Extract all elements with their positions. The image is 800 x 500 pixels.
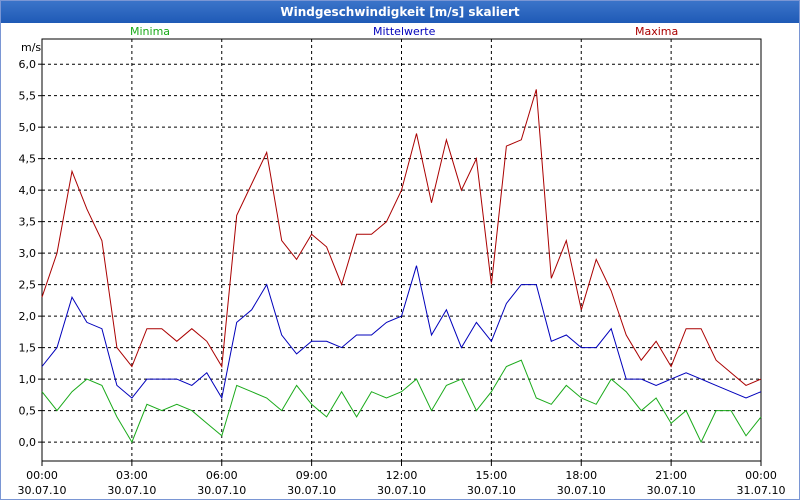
minima-series-line: [41, 359, 762, 444]
x-tick-label-date: 31.07.10: [737, 484, 786, 497]
x-tick-label-time: 21:00: [655, 469, 687, 482]
x-tick-label-date: 30.07.10: [107, 484, 156, 497]
x-tick-label-date: 30.07.10: [377, 484, 426, 497]
y-tick-label: 1,5: [19, 342, 37, 355]
y-tick-label: 4,0: [19, 184, 37, 197]
y-tick-label: 0,0: [19, 436, 37, 449]
legend-minima: Minima: [130, 25, 171, 38]
y-axis-label: m/s: [21, 41, 41, 54]
window-title: Windgeschwindigkeit [m/s] skaliert: [1, 1, 799, 23]
x-tick-label-date: 30.07.10: [467, 484, 516, 497]
x-tick-label-time: 03:00: [116, 469, 148, 482]
y-tick-label: 1,0: [19, 373, 37, 386]
x-tick-label-time: 00:00: [745, 469, 777, 482]
y-tick-label: 3,0: [19, 247, 37, 260]
y-tick-label: 4,5: [19, 153, 37, 166]
legend-mittelwerte: Mittelwerte: [373, 25, 436, 38]
x-tick-label-date: 30.07.10: [18, 484, 67, 497]
y-tick-label: 0,5: [19, 405, 37, 418]
y-tick-label: 5,0: [19, 121, 37, 134]
x-tick-label-time: 15:00: [476, 469, 508, 482]
x-tick-label-time: 09:00: [296, 469, 328, 482]
y-tick-label: 2,0: [19, 310, 37, 323]
y-tick-label: 5,5: [19, 90, 37, 103]
x-tick-label-time: 06:00: [206, 469, 238, 482]
x-tick-label-date: 30.07.10: [647, 484, 696, 497]
y-tick-label: 6,0: [19, 58, 37, 71]
x-tick-label-time: 00:00: [26, 469, 58, 482]
x-tick-label-date: 30.07.10: [287, 484, 336, 497]
y-tick-label: 3,5: [19, 216, 37, 229]
x-tick-label-time: 18:00: [565, 469, 597, 482]
mittelwerte-series-line: [41, 265, 762, 400]
y-tick-label: 2,5: [19, 279, 37, 292]
x-tick-label-date: 30.07.10: [557, 484, 606, 497]
x-tick-label-time: 12:00: [386, 469, 418, 482]
maxima-series-line: [41, 89, 762, 386]
legend-maxima: Maxima: [635, 25, 679, 38]
x-tick-label-date: 30.07.10: [197, 484, 246, 497]
